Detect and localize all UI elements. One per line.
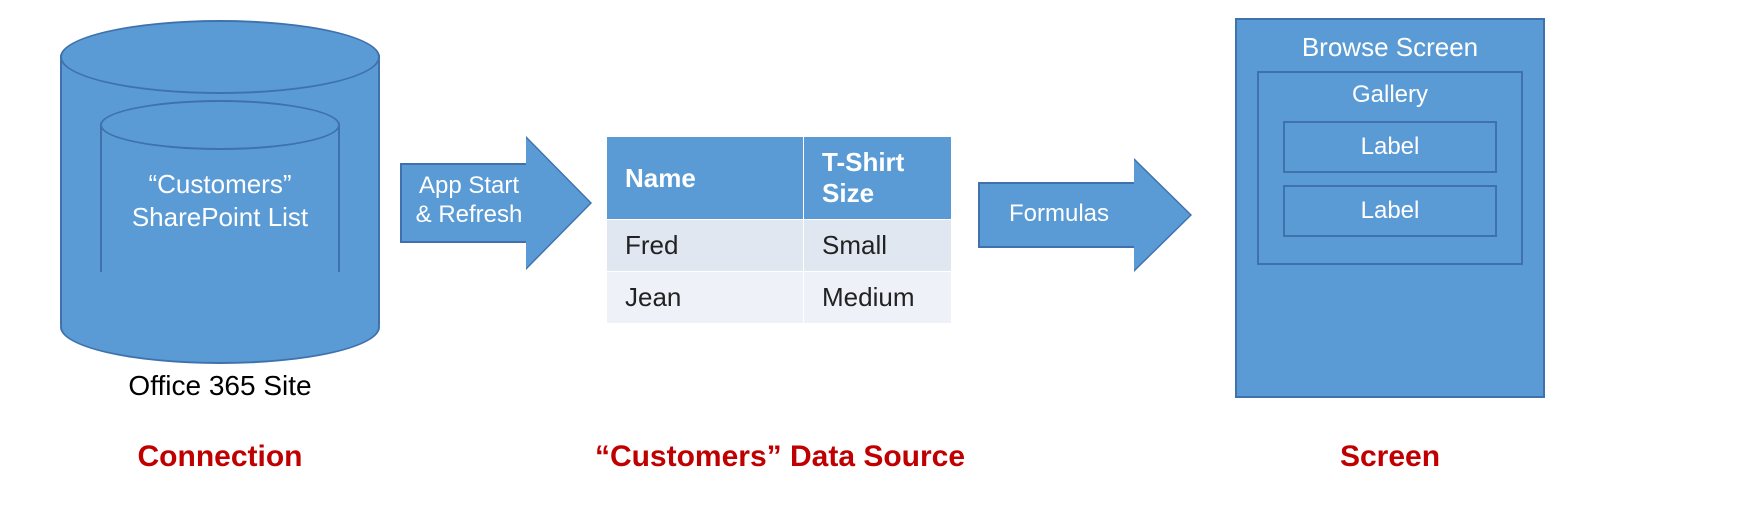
gallery-panel: Gallery Label Label [1257,71,1523,265]
arrow-appstart-text: App Start & Refresh [404,172,534,230]
arrow1-line2: & Refresh [416,201,523,228]
section-datasource: “Customers” Data Source [540,440,1020,474]
screen-title: Browse Screen [1237,32,1543,63]
gallery-label: Label [1283,185,1497,237]
data-table: Name T-Shirt Size Fred Small Jean Medium [606,136,952,324]
table-row: Jean Medium [607,272,952,324]
table-row: Fred Small [607,220,952,272]
inner-cylinder-line2: SharePoint List [132,202,308,232]
site-caption: Office 365 Site [60,370,380,402]
cell: Jean [607,272,804,324]
arrow-formulas-text: Formulas [984,200,1134,229]
gallery-label: Label [1283,121,1497,173]
inner-cylinder-line1: “Customers” [148,169,291,199]
gallery-title: Gallery [1273,81,1507,109]
browse-screen: Browse Screen Gallery Label Label [1235,18,1545,398]
col-name: Name [607,137,804,220]
col-tshirt: T-Shirt Size [804,137,952,220]
inner-cylinder-text: “Customers” SharePoint List [100,168,340,233]
cell: Medium [804,272,952,324]
section-connection: Connection [60,440,380,474]
cell: Fred [607,220,804,272]
section-screen: Screen [1235,440,1545,474]
arrow1-line1: App Start [419,172,519,199]
cell: Small [804,220,952,272]
